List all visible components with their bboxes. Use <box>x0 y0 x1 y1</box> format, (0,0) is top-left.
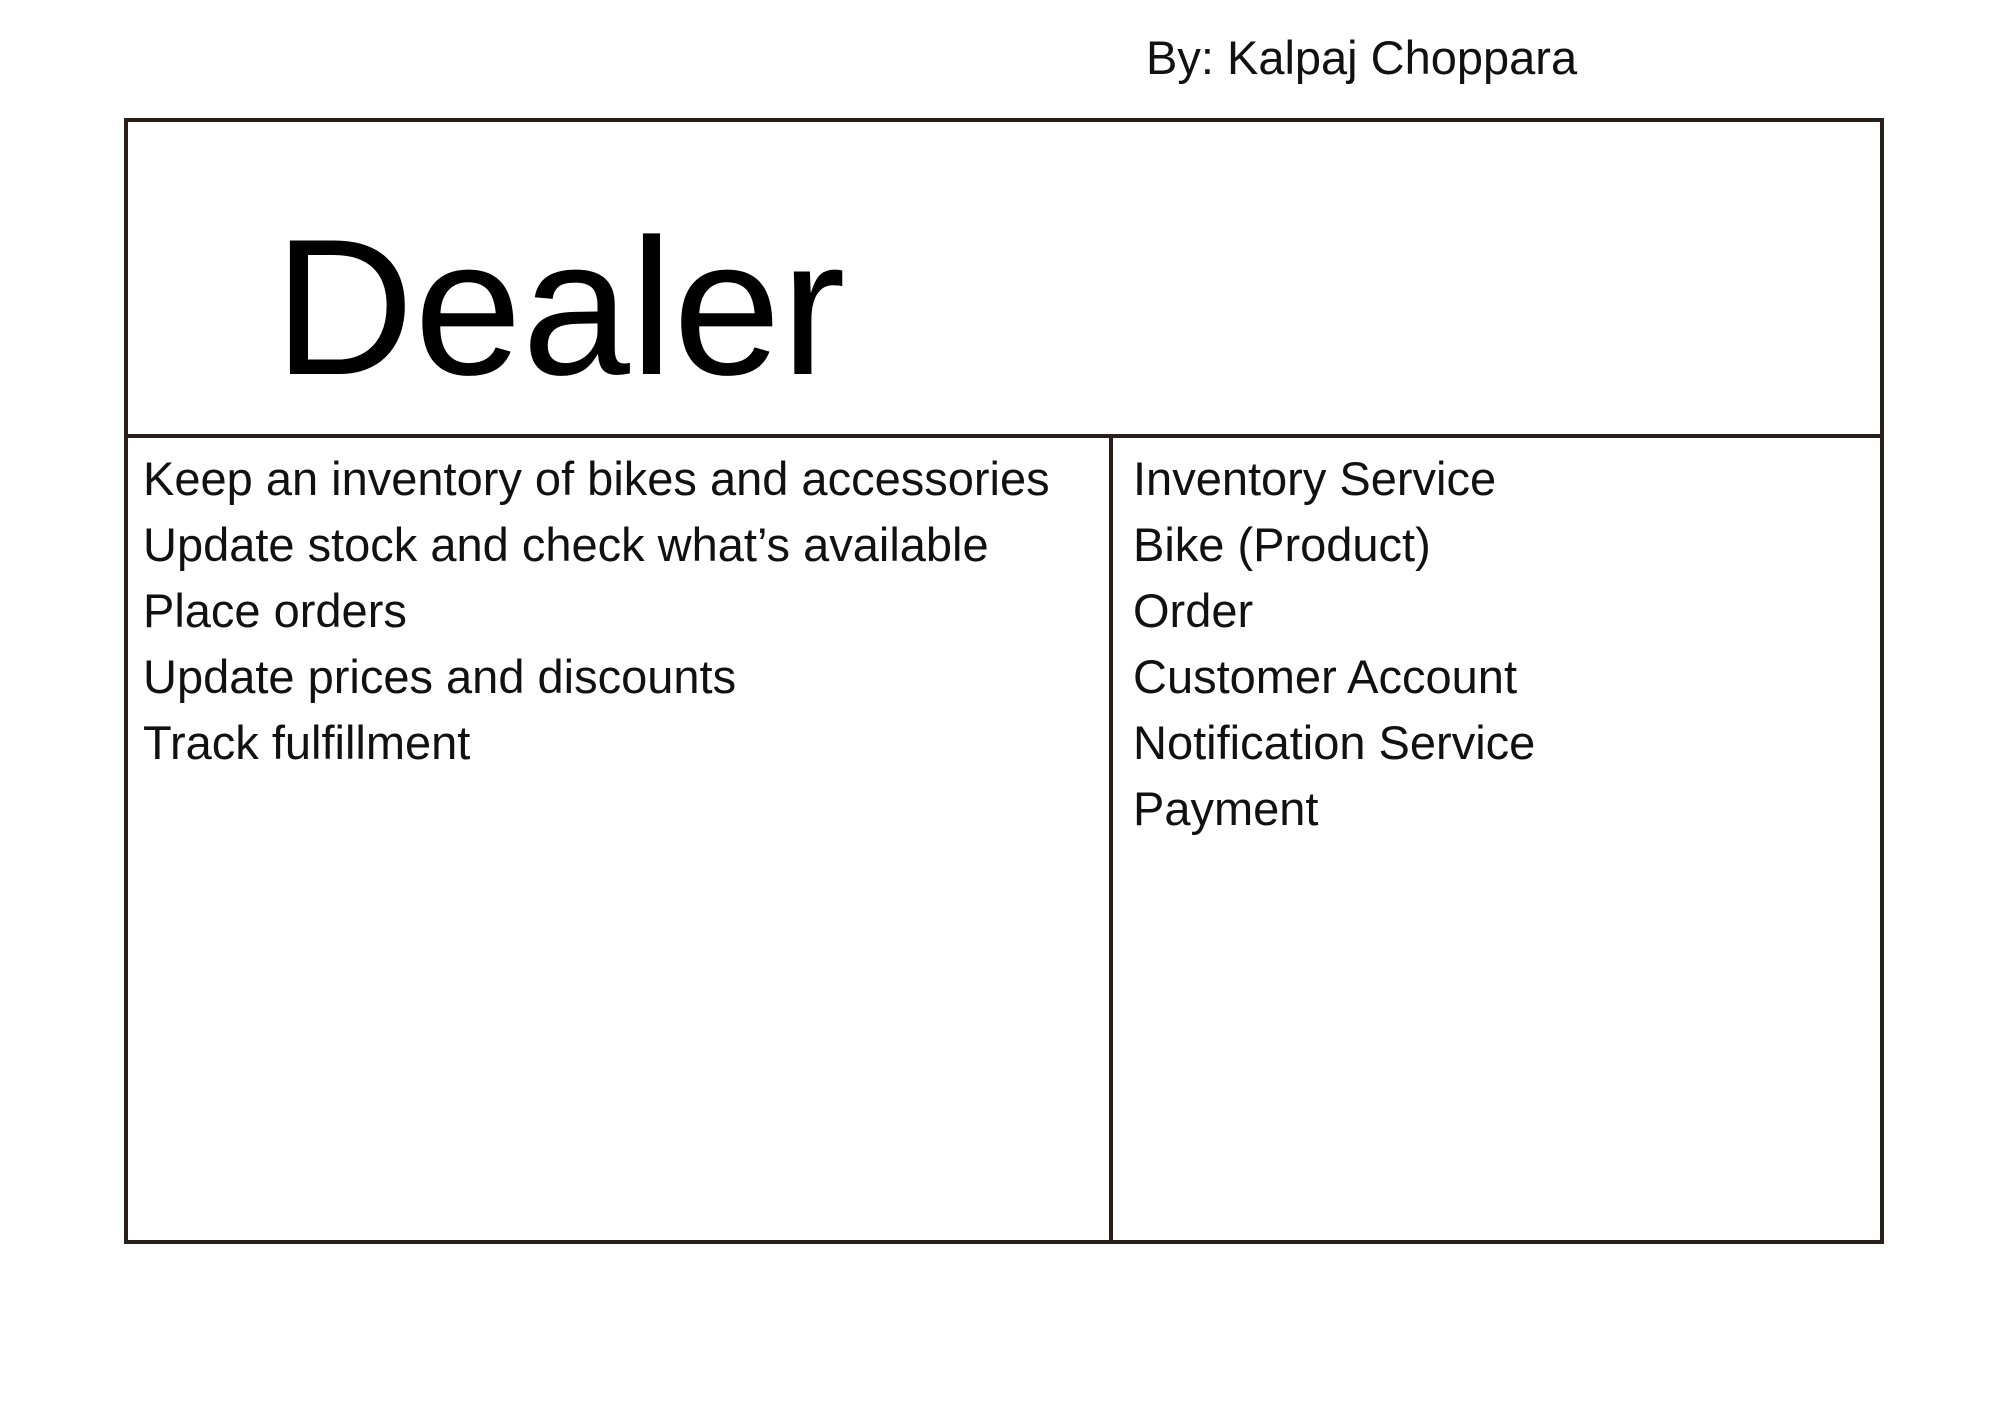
collaborator-item: Inventory Service <box>1133 452 1497 505</box>
card-header: Dealer <box>128 122 1880 438</box>
class-name-title: Dealer <box>274 199 846 416</box>
crc-card: Dealer Keep an inventory of bikes and ac… <box>124 118 1884 1244</box>
responsibilities-column: Keep an inventory of bikes and accessori… <box>143 446 1103 776</box>
responsibility-item: Update stock and check what’s available <box>143 518 989 571</box>
collaborator-item: Customer Account <box>1133 650 1518 703</box>
collaborator-item: Order <box>1133 584 1254 637</box>
collaborator-item: Bike (Product) <box>1133 518 1431 571</box>
author-label: By: Kalpaj Choppara <box>1146 31 1578 84</box>
collaborator-item: Notification Service <box>1133 716 1536 769</box>
responsibility-item: Update prices and discounts <box>143 650 737 703</box>
responsibility-item: Place orders <box>143 584 407 637</box>
collaborators-column: Inventory Service Bike (Product) Order C… <box>1133 446 1873 842</box>
collaborator-item: Payment <box>1133 782 1319 835</box>
column-divider <box>1109 434 1113 1240</box>
responsibility-item: Keep an inventory of bikes and accessori… <box>143 452 1050 505</box>
responsibility-item: Track fulfillment <box>143 716 471 769</box>
